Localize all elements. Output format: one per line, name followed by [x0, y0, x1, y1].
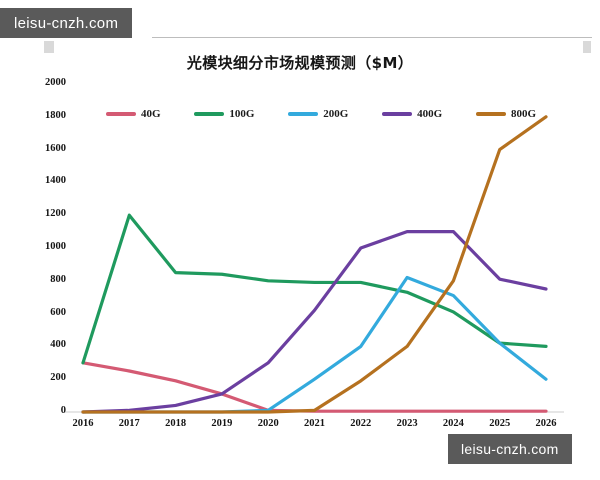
- legend-label: 800G: [510, 108, 536, 120]
- x-axis-tick-label: 2021: [304, 418, 325, 429]
- watermark-bottom: leisu-cnzh.com: [448, 434, 572, 464]
- series-line-100g: [81, 213, 548, 365]
- y-axis-tick-label: 1200: [45, 208, 66, 220]
- y-axis-tick-label: 1800: [45, 109, 66, 121]
- legend-swatch-icon: [382, 112, 413, 116]
- legend-item-40g[interactable]: 40G: [106, 108, 161, 120]
- series-line-800g: [81, 115, 548, 414]
- x-axis-tick-label: 2018: [165, 418, 187, 429]
- x-axis-tick-label: 2024: [442, 418, 464, 429]
- x-axis-tick-label: 2019: [211, 418, 233, 429]
- x-axis-tick-label: 2026: [535, 418, 557, 429]
- y-axis-tick-label: 600: [50, 306, 66, 318]
- x-axis-tick-label: 2017: [118, 418, 140, 429]
- series-line-40g: [81, 361, 548, 413]
- legend-swatch-icon: [106, 112, 136, 116]
- series-line-400g: [81, 230, 548, 414]
- legend-swatch-icon: [288, 112, 319, 116]
- legend-item-400g[interactable]: 400G: [382, 108, 442, 120]
- legend-label: 400G: [417, 108, 443, 120]
- legend-label: 40G: [141, 108, 161, 120]
- decorative-nub-right: [583, 41, 591, 53]
- y-axis-tick-label: 800: [50, 273, 66, 285]
- y-axis-tick-label: 1400: [45, 175, 66, 187]
- legend-swatch-icon: [475, 112, 506, 116]
- series-line-200g: [81, 275, 548, 414]
- chart-title: 光模块细分市场规模预测（$M）: [186, 54, 414, 72]
- chart-legend: 40G 100G 200G 400G 800G: [106, 106, 536, 122]
- y-axis-tick-label: 1600: [45, 142, 66, 154]
- x-axis-tick-label: 2016: [72, 418, 94, 429]
- x-axis-tick-label: 2020: [257, 418, 279, 429]
- x-axis-tick-label: 2025: [489, 418, 511, 429]
- decorative-nub-left: [44, 41, 54, 53]
- legend-swatch-icon: [194, 112, 225, 116]
- y-axis-tick-label: 200: [50, 372, 66, 384]
- legend-label: 100G: [229, 108, 255, 120]
- y-axis-tick-label: 2000: [45, 77, 66, 88]
- x-axis-tick-label: 2023: [396, 418, 418, 429]
- header-divider: [152, 37, 592, 38]
- y-axis-tick-label: 1000: [45, 241, 66, 252]
- watermark-top: leisu-cnzh.com: [0, 8, 133, 38]
- y-axis-tick-label: 400: [50, 339, 66, 351]
- legend-item-100g[interactable]: 100G: [194, 108, 254, 120]
- x-axis-tick-label: 2022: [350, 418, 372, 429]
- legend-item-800g[interactable]: 800G: [475, 108, 536, 120]
- y-axis-tick-label: 0: [60, 405, 66, 416]
- legend-label: 200G: [323, 108, 349, 120]
- legend-item-200g[interactable]: 200G: [288, 108, 348, 120]
